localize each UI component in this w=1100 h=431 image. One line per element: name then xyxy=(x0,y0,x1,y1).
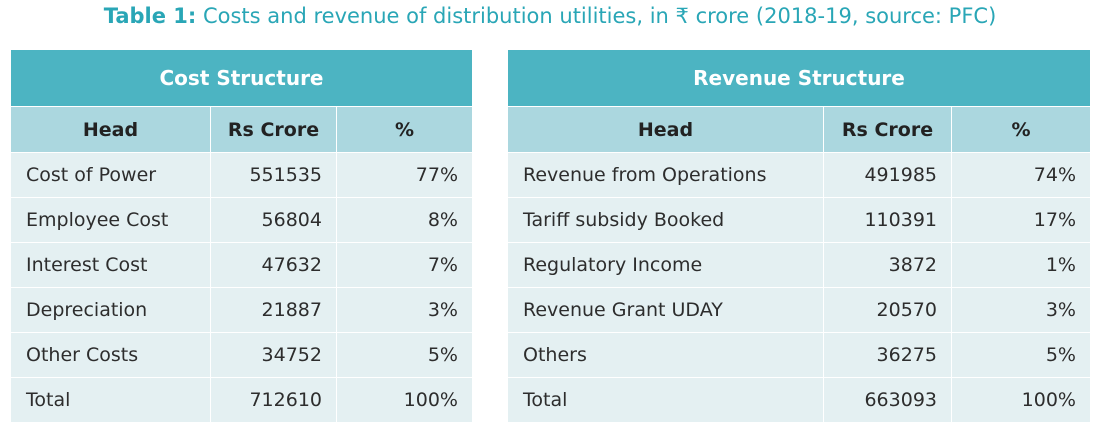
caption-label: Table 1: xyxy=(103,4,197,28)
column-header-percent: % xyxy=(951,106,1091,153)
row-percent: 5% xyxy=(951,332,1091,378)
row-value: 56804 xyxy=(210,197,337,243)
row-value: 663093 xyxy=(823,377,952,423)
column-header-percent: % xyxy=(336,106,473,153)
row-value: 47632 xyxy=(210,242,337,288)
row-head: Employee Cost xyxy=(10,197,211,243)
revenue-table-title: Revenue Structure xyxy=(507,49,1091,107)
total-row: Total 663093 100% xyxy=(507,377,1091,423)
revenue-structure-table: Revenue Structure Head Rs Crore % Revenu… xyxy=(507,49,1091,423)
row-value: 20570 xyxy=(823,287,952,333)
row-head: Total xyxy=(507,377,824,423)
table-row: Employee Cost 56804 8% xyxy=(10,197,473,243)
row-percent: 3% xyxy=(336,287,473,333)
row-value: 21887 xyxy=(210,287,337,333)
cost-table-title: Cost Structure xyxy=(10,49,473,107)
table-row: Revenue Grant UDAY 20570 3% xyxy=(507,287,1091,333)
row-value: 34752 xyxy=(210,332,337,378)
table-row: Other Costs 34752 5% xyxy=(10,332,473,378)
row-percent: 74% xyxy=(951,152,1091,198)
row-head: Tariff subsidy Booked xyxy=(507,197,824,243)
row-value: 491985 xyxy=(823,152,952,198)
row-head: Regulatory Income xyxy=(507,242,824,288)
table-row: Tariff subsidy Booked 110391 17% xyxy=(507,197,1091,243)
cost-structure-table: Cost Structure Head Rs Crore % Cost of P… xyxy=(10,49,473,423)
table-row: Cost of Power 551535 77% xyxy=(10,152,473,198)
table-row: Interest Cost 47632 7% xyxy=(10,242,473,288)
table-row: Depreciation 21887 3% xyxy=(10,287,473,333)
row-value: 551535 xyxy=(210,152,337,198)
row-head: Cost of Power xyxy=(10,152,211,198)
row-percent: 3% xyxy=(951,287,1091,333)
row-percent: 77% xyxy=(336,152,473,198)
row-percent: 1% xyxy=(951,242,1091,288)
column-header-head: Head xyxy=(507,106,824,153)
row-percent: 7% xyxy=(336,242,473,288)
row-value: 110391 xyxy=(823,197,952,243)
table-row: Regulatory Income 3872 1% xyxy=(507,242,1091,288)
table-row: Others 36275 5% xyxy=(507,332,1091,378)
row-head: Total xyxy=(10,377,211,423)
table-row: Revenue from Operations 491985 74% xyxy=(507,152,1091,198)
row-head: Others xyxy=(507,332,824,378)
row-value: 712610 xyxy=(210,377,337,423)
row-percent: 17% xyxy=(951,197,1091,243)
total-row: Total 712610 100% xyxy=(10,377,473,423)
row-value: 36275 xyxy=(823,332,952,378)
row-percent: 8% xyxy=(336,197,473,243)
row-percent: 100% xyxy=(336,377,473,423)
table-caption: Table 1: Costs and revenue of distributi… xyxy=(0,4,1100,28)
row-percent: 100% xyxy=(951,377,1091,423)
row-percent: 5% xyxy=(336,332,473,378)
column-header-rs-crore: Rs Crore xyxy=(823,106,952,153)
row-head: Other Costs xyxy=(10,332,211,378)
row-head: Revenue from Operations xyxy=(507,152,824,198)
column-header-head: Head xyxy=(10,106,211,153)
row-head: Depreciation xyxy=(10,287,211,333)
row-value: 3872 xyxy=(823,242,952,288)
row-head: Interest Cost xyxy=(10,242,211,288)
row-head: Revenue Grant UDAY xyxy=(507,287,824,333)
caption-text: Costs and revenue of distribution utilit… xyxy=(202,4,997,28)
column-header-rs-crore: Rs Crore xyxy=(210,106,337,153)
